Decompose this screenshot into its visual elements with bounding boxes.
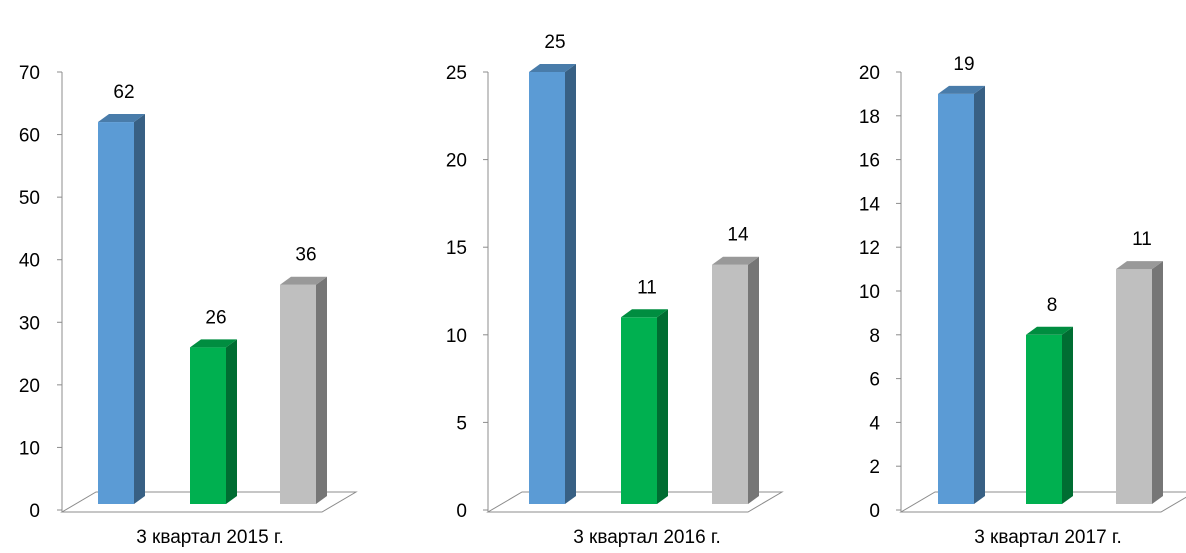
bar-top: [938, 85, 985, 94]
data-label: 11: [1132, 229, 1152, 250]
bar-front: [621, 317, 657, 504]
bar-front: [1116, 269, 1152, 504]
bar-1: 62: [98, 82, 145, 505]
bar-front: [1026, 334, 1062, 504]
bar-top: [621, 309, 668, 318]
y-tick-label: 2: [869, 457, 880, 478]
bar-front: [529, 72, 565, 504]
y-tick-label: 40: [19, 251, 40, 272]
chart-floor: [60, 491, 358, 513]
y-tick-label: 10: [446, 326, 467, 347]
bar-3: 11: [1116, 229, 1163, 504]
bar-2: 11: [621, 277, 668, 504]
y-tick-label: 10: [859, 282, 880, 303]
y-tick-label: 25: [446, 63, 467, 84]
bar-top: [190, 339, 237, 348]
bar-top: [280, 276, 327, 285]
bar-front: [280, 284, 316, 504]
data-label: 62: [113, 82, 134, 103]
data-label: 25: [544, 32, 565, 53]
chart-2: 0 5 10 15 20 25 25 11 14 3 квартал 2016 г.: [446, 32, 784, 548]
y-tick-label: 5: [456, 413, 467, 434]
y-tick-label: 12: [859, 238, 880, 259]
bar-2: 26: [190, 307, 237, 504]
y-tick-label: 60: [19, 126, 40, 147]
bar-side: [1152, 261, 1163, 504]
bar-1: 25: [529, 32, 576, 504]
bar-front: [190, 347, 226, 504]
bar-side: [974, 85, 985, 505]
y-tick-label: 6: [869, 370, 880, 391]
y-tick-label: 4: [869, 413, 880, 434]
bar-side: [657, 309, 668, 504]
y-tick-label: 0: [29, 501, 40, 522]
y-tick-label: 15: [446, 238, 467, 259]
chart-1: 0 10 20 30 40 50 60 70 62 26 36 3 квартал 2015 г.: [19, 63, 358, 548]
bar-side: [565, 64, 576, 504]
bar-side: [748, 256, 759, 504]
bar-side: [134, 114, 145, 505]
data-label: 8: [1047, 295, 1058, 316]
x-category-label: 3 квартал 2017 г.: [974, 527, 1122, 548]
data-label: 11: [637, 277, 657, 298]
y-tick-label: 20: [859, 63, 880, 84]
bar-top: [529, 64, 576, 72]
bar-front: [938, 93, 974, 505]
bar-front: [712, 264, 748, 504]
y-tick-label: 14: [859, 194, 881, 215]
y-tick-label: 30: [19, 313, 40, 334]
bar-side: [226, 339, 237, 504]
bar-front: [98, 122, 134, 505]
x-category-label: 3 квартал 2016 г.: [573, 527, 721, 548]
data-label: 26: [205, 307, 226, 328]
y-tick-label: 8: [869, 326, 880, 347]
chart-3: 0 2 4 6 8 10 12 14 16 18 20 19 8 11 3 квартал 2017 г.: [859, 54, 1186, 548]
y-tick-label: 70: [19, 63, 40, 84]
bar-1: 19: [938, 54, 985, 505]
data-label: 19: [953, 54, 974, 75]
bar-2: 8: [1026, 295, 1073, 504]
bar-side: [1062, 326, 1073, 504]
bar-3: 14: [712, 225, 759, 504]
bar-top: [1116, 261, 1163, 270]
y-tick-label: 18: [859, 107, 880, 128]
data-label: 36: [295, 245, 316, 266]
y-tick-label: 10: [19, 438, 40, 459]
bar-3: 36: [280, 245, 327, 504]
bar-top: [712, 256, 759, 265]
bar-side: [316, 276, 327, 504]
chart-floor: [899, 491, 1186, 513]
y-tick-label: 0: [456, 501, 467, 522]
chart-floor: [486, 491, 784, 513]
y-tick-label: 0: [869, 501, 880, 522]
y-tick-label: 50: [19, 188, 40, 209]
bar-top: [98, 114, 145, 123]
y-tick-label: 20: [19, 376, 40, 397]
x-category-label: 3 квартал 2015 г.: [136, 527, 284, 548]
y-tick-label: 20: [446, 151, 467, 172]
bar-top: [1026, 326, 1073, 335]
y-tick-label: 16: [859, 151, 880, 172]
data-label: 14: [727, 225, 749, 246]
